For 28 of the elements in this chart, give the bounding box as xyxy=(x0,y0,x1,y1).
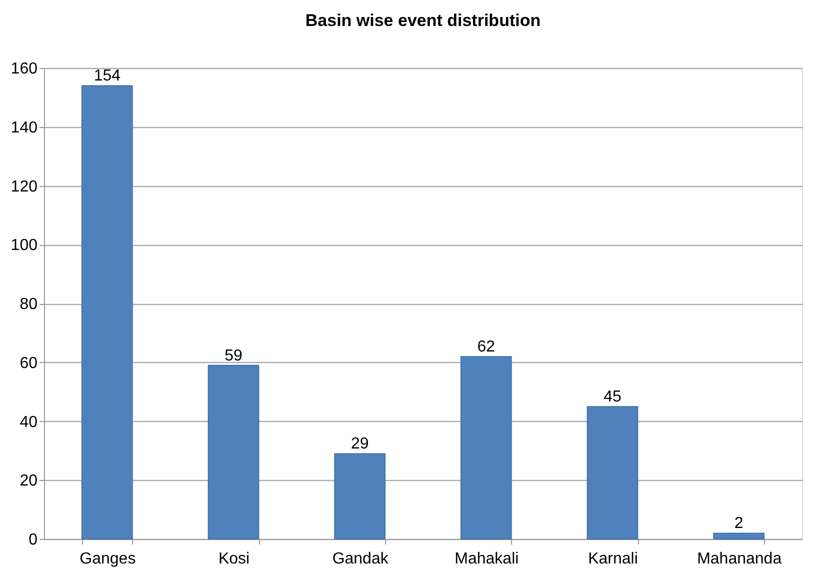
y-tick-label: 80 xyxy=(20,296,38,313)
data-label: 45 xyxy=(604,388,622,406)
x-tick-label: Mahananda xyxy=(697,550,782,568)
y-tick-label: 60 xyxy=(20,354,38,372)
x-tick-label: Gandak xyxy=(332,550,390,568)
bar xyxy=(460,356,512,540)
bar xyxy=(208,364,260,540)
data-label: 2 xyxy=(734,515,744,532)
y-tick-label: 20 xyxy=(20,472,38,490)
y-tick-label: 160 xyxy=(10,60,38,78)
x-tick-label: Ganges xyxy=(80,550,136,568)
data-label: 154 xyxy=(94,68,121,85)
data-label: 29 xyxy=(350,436,369,453)
x-tick-label: Mahakali xyxy=(454,550,519,568)
x-tick-label: Kosi xyxy=(218,550,250,568)
bar xyxy=(713,532,764,540)
y-tick-label: 0 xyxy=(28,532,38,548)
data-label: 59 xyxy=(224,347,242,364)
bar xyxy=(334,453,386,540)
y-tick-label: 40 xyxy=(20,414,38,431)
bar xyxy=(586,406,638,540)
bar xyxy=(82,85,133,540)
y-tick-label: 140 xyxy=(10,119,38,136)
x-tick-label: Karnali xyxy=(588,550,638,568)
y-tick-label: 100 xyxy=(10,237,38,254)
y-tick-label: 120 xyxy=(10,178,38,196)
data-label: 62 xyxy=(477,338,496,356)
chart-title: Basin wise event distribution xyxy=(305,11,541,30)
